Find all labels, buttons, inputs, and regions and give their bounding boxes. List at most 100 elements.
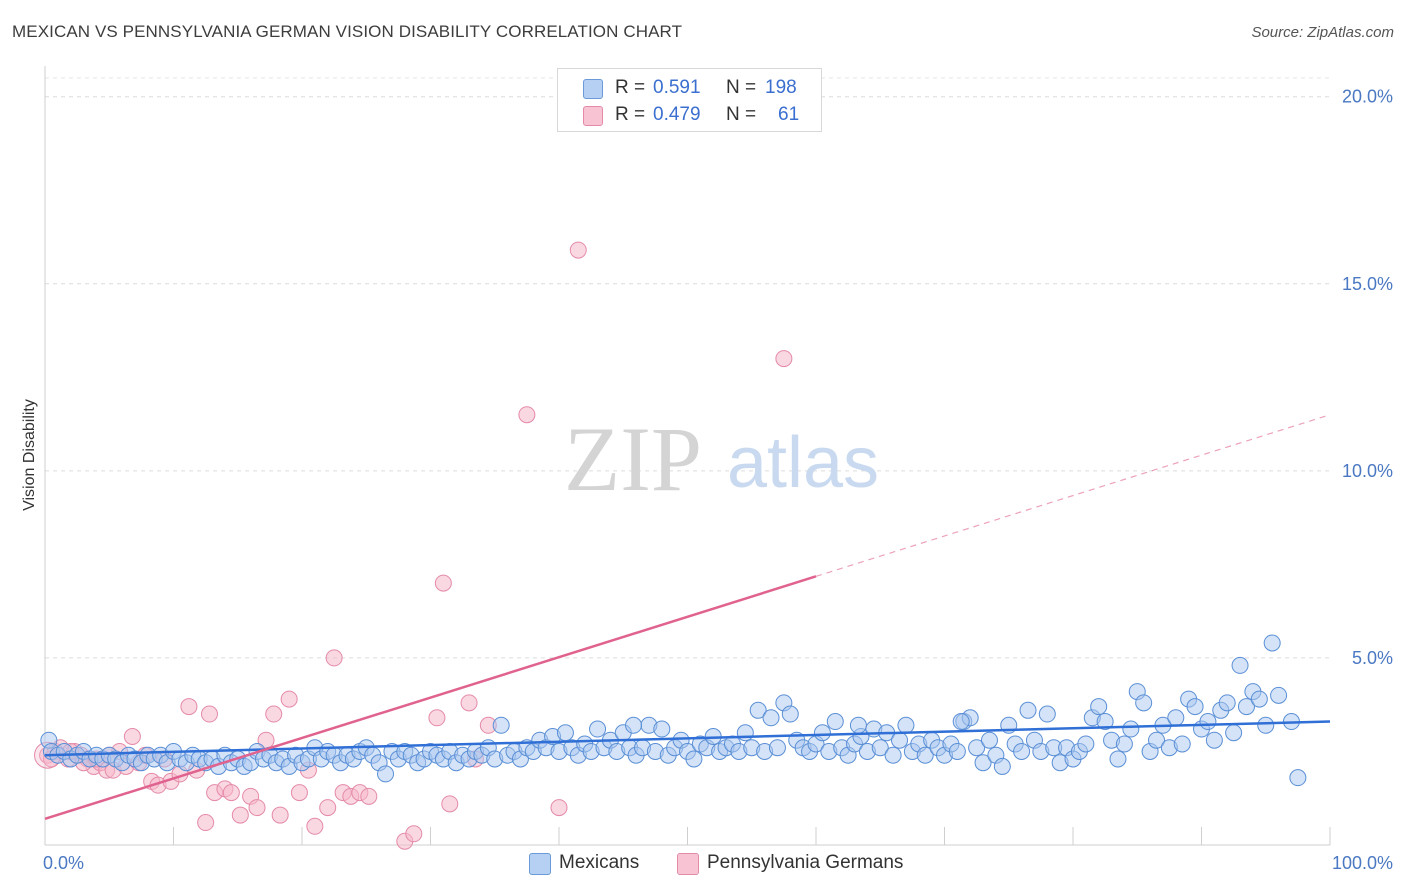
trend-lines bbox=[44, 414, 1331, 821]
data-point-mexicans bbox=[1173, 735, 1191, 753]
data-point-mexicans bbox=[897, 716, 915, 734]
watermark-zip: ZIP bbox=[564, 408, 702, 510]
data-point-mexicans bbox=[492, 716, 510, 734]
legend-r-label: R = bbox=[615, 104, 646, 125]
legend-swatch-blue bbox=[583, 79, 603, 99]
data-point-mexicans bbox=[813, 724, 831, 742]
data-point-pennsylvania-germans bbox=[271, 806, 289, 824]
data-point-mexicans bbox=[1263, 634, 1281, 652]
data-point-mexicans bbox=[1167, 709, 1185, 727]
watermark-atlas: atlas bbox=[727, 423, 879, 503]
data-point-mexicans bbox=[1218, 694, 1236, 712]
data-point-mexicans bbox=[556, 724, 574, 742]
bottom-legend-label: Mexicans bbox=[559, 852, 640, 873]
legend-r-value: 0.479 bbox=[653, 104, 701, 125]
tick-labels: 5.0% 10.0% 15.0% 20.0% 0.0% 100.0% bbox=[43, 87, 1393, 873]
data-point-pennsylvania-germans bbox=[200, 705, 218, 723]
chart-title: MEXICAN VS PENNSYLVANIA GERMAN VISION DI… bbox=[12, 22, 683, 41]
data-point-mexicans bbox=[1135, 694, 1153, 712]
data-point-pennsylvania-germans bbox=[180, 698, 198, 716]
data-point-pennsylvania-germans bbox=[441, 795, 459, 813]
axes bbox=[44, 66, 1331, 846]
data-point-mexicans bbox=[1122, 720, 1140, 738]
data-point-mexicans bbox=[625, 716, 643, 734]
legend-n-label: N = bbox=[726, 77, 757, 98]
legend-n-label: N = bbox=[726, 104, 757, 125]
y-tick-label: 20.0% bbox=[1342, 87, 1393, 107]
data-point-mexicans bbox=[1270, 686, 1288, 704]
data-point-mexicans bbox=[1237, 698, 1255, 716]
data-point-mexicans bbox=[685, 750, 703, 768]
data-point-mexicans bbox=[1148, 731, 1166, 749]
data-point-pennsylvania-germans bbox=[460, 694, 478, 712]
data-point-mexicans bbox=[1257, 716, 1275, 734]
data-point-mexicans bbox=[993, 757, 1011, 775]
data-point-mexicans bbox=[952, 713, 970, 731]
data-point-mexicans bbox=[916, 746, 934, 764]
data-point-pennsylvania-germans bbox=[569, 241, 587, 259]
data-point-mexicans bbox=[1038, 705, 1056, 723]
legend-n-value: 61 bbox=[778, 104, 800, 125]
data-point-mexicans bbox=[891, 731, 909, 749]
data-point-pennsylvania-germans bbox=[319, 799, 337, 817]
trend-line-mexicans bbox=[44, 720, 1331, 757]
data-point-pennsylvania-germans bbox=[325, 649, 343, 667]
data-point-mexicans bbox=[1077, 735, 1095, 753]
data-point-mexicans bbox=[1231, 656, 1249, 674]
data-point-pennsylvania-germans bbox=[434, 574, 452, 592]
data-point-mexicans bbox=[1019, 701, 1037, 719]
watermark: ZIP atlas bbox=[564, 408, 879, 510]
data-point-mexicans bbox=[762, 709, 780, 727]
data-point-mexicans bbox=[1115, 735, 1133, 753]
legend-r-label: R = bbox=[615, 77, 646, 98]
data-point-pennsylvania-germans bbox=[775, 350, 793, 368]
data-point-pennsylvania-germans bbox=[123, 727, 141, 745]
data-point-pennsylvania-germans bbox=[290, 784, 308, 802]
data-point-pennsylvania-germans bbox=[360, 787, 378, 805]
data-point-mexicans bbox=[884, 746, 902, 764]
data-point-mexicans bbox=[1289, 769, 1307, 787]
data-point-mexicans bbox=[768, 739, 786, 757]
x-tick-label: 100.0% bbox=[1332, 853, 1393, 873]
data-point-pennsylvania-germans bbox=[280, 690, 298, 708]
data-point-pennsylvania-germans bbox=[248, 799, 266, 817]
data-point-pennsylvania-germans bbox=[518, 406, 536, 424]
data-point-mexicans bbox=[968, 739, 986, 757]
data-point-pennsylvania-germans bbox=[405, 825, 423, 843]
data-point-pennsylvania-germans bbox=[265, 705, 283, 723]
data-point-mexicans bbox=[871, 739, 889, 757]
data-point-mexicans bbox=[1250, 690, 1268, 708]
y-tick-label: 5.0% bbox=[1352, 648, 1393, 668]
data-point-mexicans bbox=[849, 716, 867, 734]
data-point-mexicans bbox=[1096, 713, 1114, 731]
data-point-pennsylvania-germans bbox=[306, 817, 324, 835]
data-point-mexicans bbox=[1199, 713, 1217, 731]
data-point-mexicans bbox=[1109, 750, 1127, 768]
data-point-mexicans bbox=[377, 765, 395, 783]
data-point-mexicans bbox=[974, 754, 992, 772]
data-point-mexicans bbox=[781, 705, 799, 723]
bottom-legend-label: Pennsylvania Germans bbox=[707, 852, 904, 873]
bottom-legend-swatch-pink bbox=[677, 853, 699, 875]
data-point-mexicans bbox=[1013, 742, 1031, 760]
trend-line-pennsylvania-germans-extension bbox=[815, 414, 1331, 577]
data-point-pennsylvania-germans bbox=[197, 814, 215, 832]
source-credit: Source: ZipAtlas.com bbox=[1251, 24, 1394, 41]
data-point-mexicans bbox=[749, 701, 767, 719]
y-tick-label: 10.0% bbox=[1342, 461, 1393, 481]
legend-swatch-pink bbox=[583, 106, 603, 126]
data-point-pennsylvania-germans bbox=[222, 784, 240, 802]
data-point-mexicans bbox=[1205, 731, 1223, 749]
data-point-pennsylvania-germans bbox=[428, 709, 446, 727]
data-point-mexicans bbox=[826, 713, 844, 731]
trend-line-pennsylvania-germans bbox=[44, 575, 817, 821]
legend-r-value: 0.591 bbox=[653, 77, 701, 98]
data-point-mexicans bbox=[736, 724, 754, 742]
series-mexicans-points bbox=[40, 634, 1307, 787]
data-point-mexicans bbox=[1090, 698, 1108, 716]
data-point-mexicans bbox=[1186, 698, 1204, 716]
y-tick-label: 15.0% bbox=[1342, 274, 1393, 294]
legend-box: R = 0.591 N = 198 R = 0.479 N = 61 bbox=[557, 68, 822, 132]
x-tick-label: 0.0% bbox=[43, 853, 84, 873]
